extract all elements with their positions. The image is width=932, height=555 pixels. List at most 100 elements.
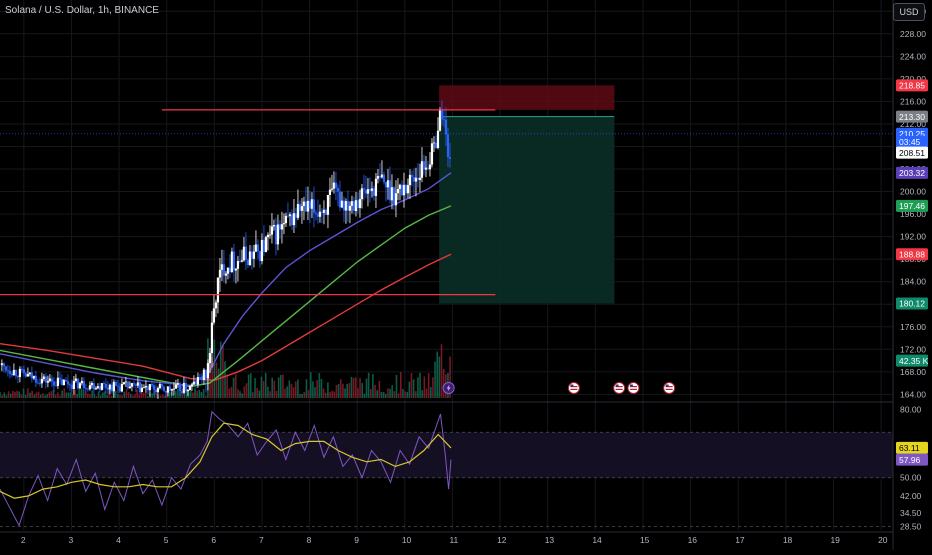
candle-body [216, 277, 220, 303]
candle-body [122, 382, 126, 384]
candle-body [410, 174, 414, 178]
candle-body [196, 377, 200, 385]
candle-body [416, 177, 420, 180]
volume-bar [316, 380, 318, 398]
volume-bar [331, 390, 333, 398]
candle-body [144, 385, 148, 388]
candle-body [108, 384, 112, 390]
candle-body [138, 382, 142, 393]
volume-bar [432, 377, 434, 398]
candle-body [114, 381, 118, 386]
volume-bar [387, 388, 389, 398]
candle-body [130, 383, 134, 387]
us-flag-icon[interactable] [627, 382, 640, 394]
ema-mid-line [0, 205, 452, 388]
volume-bar [147, 395, 149, 398]
candle-body [68, 384, 72, 386]
stop-loss-zone[interactable] [439, 85, 615, 110]
candle-body [224, 273, 228, 276]
rsi-tick-label: 28.50 [900, 522, 922, 532]
volume-bar [271, 377, 273, 398]
us-flag-stripe [629, 386, 637, 388]
candle-body [40, 378, 44, 384]
volume-bar [187, 391, 190, 398]
candle-body [176, 383, 180, 385]
candle-body [84, 388, 88, 389]
candle-body [376, 175, 380, 179]
volume-bar [234, 374, 237, 398]
volume-bar [63, 388, 66, 398]
candle-body [178, 383, 182, 392]
candle-body [194, 381, 198, 385]
volume-bar [348, 383, 351, 398]
us-flag-icon[interactable] [567, 382, 580, 394]
price-label: 42.35 K [899, 356, 929, 366]
volume-bar [123, 391, 126, 398]
candle-body [332, 182, 336, 189]
candle-body [324, 209, 328, 215]
us-flag-icon[interactable] [663, 382, 676, 394]
candle-body [214, 302, 218, 309]
candle-body [408, 174, 412, 186]
candle-body [326, 194, 330, 215]
volume-bar [194, 388, 196, 398]
time-tick-label: 14 [592, 535, 602, 545]
candle-body [354, 200, 358, 211]
time-tick-label: 17 [735, 535, 745, 545]
volume-bar [121, 395, 123, 398]
candle-body [104, 383, 108, 388]
take-profit-zone[interactable] [439, 116, 615, 304]
price-label-background [896, 199, 928, 212]
candle-body [88, 385, 92, 390]
candle-body [126, 381, 130, 389]
candle-body [424, 167, 428, 170]
price-tick-label: 216.00 [900, 96, 926, 106]
volume-bar [427, 373, 430, 398]
candle-body [236, 260, 240, 269]
candle-body [6, 370, 10, 372]
currency-button[interactable]: USD [893, 3, 925, 21]
volume-bar [254, 378, 256, 398]
ema-slow-line [0, 253, 452, 382]
price-label: 208.51 [899, 148, 925, 158]
volume-bar [314, 387, 316, 398]
price-tick-label: 228.00 [900, 29, 926, 39]
candle-body [414, 177, 418, 182]
volume-bar [429, 387, 432, 398]
candle-body [12, 369, 16, 376]
candle-body [50, 378, 54, 382]
volume-bar [14, 392, 16, 398]
candle-body [118, 386, 122, 392]
candle-body [270, 226, 274, 235]
volume-bar [144, 392, 147, 398]
time-tick-label: 20 [878, 535, 888, 545]
volume-bar [217, 368, 220, 398]
candle-body [186, 389, 190, 392]
volume-bar [297, 379, 299, 398]
candle-body [94, 388, 98, 390]
us-flag-icon[interactable] [613, 382, 626, 394]
candle-body [268, 234, 272, 236]
candle-body [60, 379, 64, 386]
candle-body [96, 386, 100, 389]
volume-bar [29, 392, 31, 398]
us-flag-stripe [570, 388, 578, 390]
volume-bar [78, 389, 81, 398]
price-label-background [896, 248, 928, 261]
candle-body [276, 224, 280, 245]
volume-bar [140, 391, 143, 398]
volume-bar [230, 386, 233, 398]
volume-bar [352, 377, 355, 398]
volume-bar [367, 372, 370, 398]
candle-body [394, 193, 398, 206]
candle-body [382, 174, 386, 182]
candle-body [372, 188, 376, 196]
volume-bar [237, 389, 239, 398]
candle-body [166, 386, 170, 393]
candle-body [390, 187, 394, 201]
candle-body [52, 381, 56, 386]
price-label: 180.12 [899, 299, 925, 309]
volume-bar [417, 377, 419, 398]
volume-bar [91, 390, 93, 398]
